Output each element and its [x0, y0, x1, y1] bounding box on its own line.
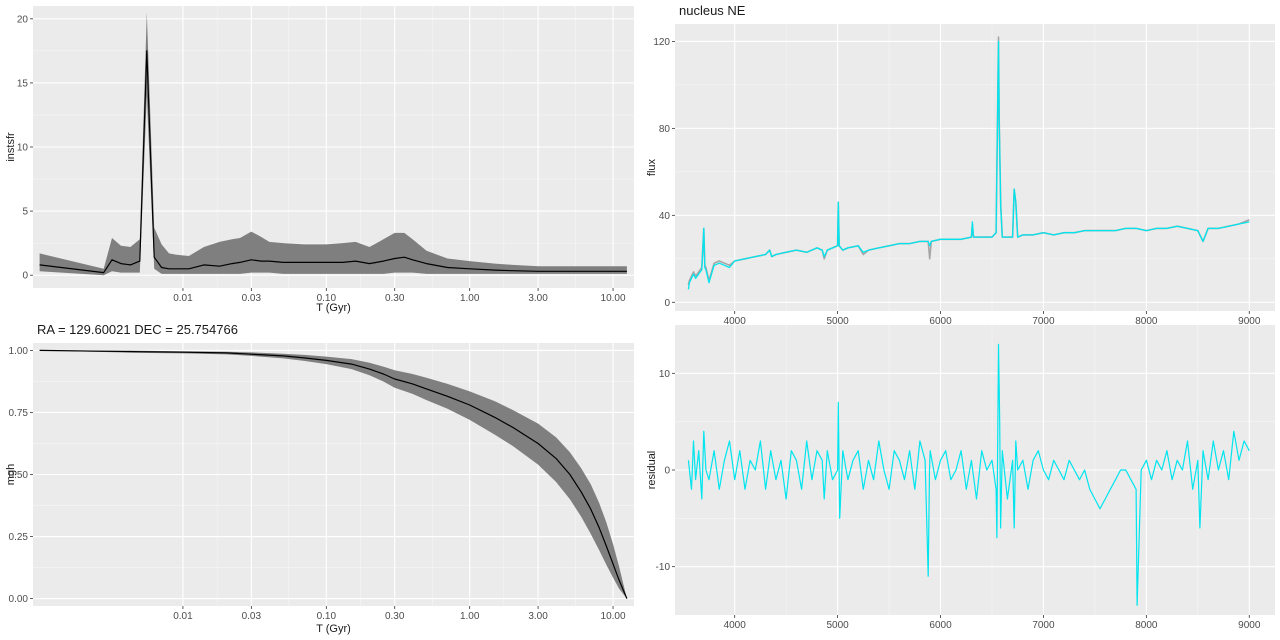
y-tick-label: 5 — [22, 207, 28, 218]
x-axis-label: T (Gyr) — [316, 302, 351, 314]
x-tick-label: 4000 — [724, 620, 747, 631]
data-layer — [39, 349, 628, 599]
x-tick-label: 6000 — [929, 620, 952, 631]
y-axis-label: mgh — [5, 464, 17, 485]
y-tick-label: 1.00 — [9, 346, 29, 357]
data-layer — [687, 36, 1250, 290]
x-tick-label: 8000 — [1135, 316, 1158, 327]
data-layer — [39, 12, 627, 276]
chart-panel-2: 0.01 0.03 0.10 0.30 1.00 3.00 10.00 0.00 0.25 0.5… — [5, 322, 634, 635]
x-tick-label: 0.10 — [317, 293, 337, 304]
y-tick-label: 0 — [664, 466, 670, 477]
x-tick-label: 3.00 — [528, 611, 548, 622]
x-tick-label: 0.30 — [385, 611, 405, 622]
x-tick-label: 4000 — [724, 316, 747, 327]
y-tick-label: 20 — [17, 14, 29, 25]
y-axis-label: flux — [646, 158, 658, 176]
x-tick-label: 1.00 — [460, 611, 480, 622]
chart-panel-1: 0.01 0.03 0.10 0.30 1.00 3.00 10.00 0 5 10 15 20 T (… — [5, 6, 634, 314]
y-tick-label: 40 — [659, 211, 671, 222]
x-tick-label: 0.03 — [242, 293, 262, 304]
uncertainty-ribbon — [39, 350, 627, 599]
series-line — [39, 349, 628, 599]
y-tick-label: 10 — [659, 369, 671, 380]
x-tick-label: 9000 — [1238, 316, 1261, 327]
x-tick-label: 7000 — [1032, 620, 1055, 631]
y-tick-label: 10 — [17, 143, 29, 154]
y-tick-label: 0 — [22, 271, 28, 282]
chart-title: nucleus NE — [679, 3, 746, 18]
y-tick-label: 120 — [653, 37, 670, 48]
series-line — [39, 50, 627, 274]
y-tick-label: 0.50 — [9, 470, 29, 481]
x-tick-label: 1.00 — [460, 293, 480, 304]
x-tick-label: 0.30 — [385, 293, 405, 304]
chart-panel-4: 4000 5000 6000 7000 8000 9000 -10 0 10 residual — [646, 325, 1275, 631]
x-tick-label: 10.00 — [601, 293, 626, 304]
y-tick-label: 0.00 — [9, 594, 29, 605]
y-tick-label: 0.25 — [9, 532, 29, 543]
chart-title: RA = 129.60021 DEC = 25.754766 — [37, 322, 238, 337]
model-spectrum-line — [687, 40, 1250, 290]
x-axis-label: T (Gyr) — [316, 623, 351, 635]
y-tick-label: 15 — [17, 78, 29, 89]
y-tick-label: -10 — [656, 562, 671, 573]
x-tick-label: 0.01 — [173, 293, 193, 304]
x-tick-label: 3.00 — [528, 293, 548, 304]
x-tick-label: 0.01 — [173, 611, 193, 622]
minor-grid — [675, 24, 1275, 311]
x-tick-label: 6000 — [929, 316, 952, 327]
x-tick-label: 5000 — [826, 620, 849, 631]
data-layer — [687, 343, 1250, 606]
x-tick-label: 7000 — [1032, 316, 1055, 327]
x-tick-label: 0.10 — [317, 611, 337, 622]
y-tick-label: 80 — [659, 124, 671, 135]
y-tick-label: 0 — [664, 298, 670, 309]
y-axis-label: instsfr — [5, 132, 17, 162]
chart-panel-3: 4000 5000 6000 7000 8000 9000 0 40 80 120 flux nucl… — [646, 3, 1275, 327]
y-axis-label: residual — [646, 451, 658, 490]
x-tick-label: 10.00 — [601, 611, 626, 622]
x-tick-label: 0.03 — [242, 611, 262, 622]
x-tick-label: 9000 — [1238, 620, 1261, 631]
x-tick-label: 8000 — [1135, 620, 1158, 631]
x-tick-label: 5000 — [826, 316, 849, 327]
plot-background — [675, 24, 1275, 311]
y-tick-label: 0.75 — [9, 408, 29, 419]
residual-line — [687, 343, 1250, 606]
